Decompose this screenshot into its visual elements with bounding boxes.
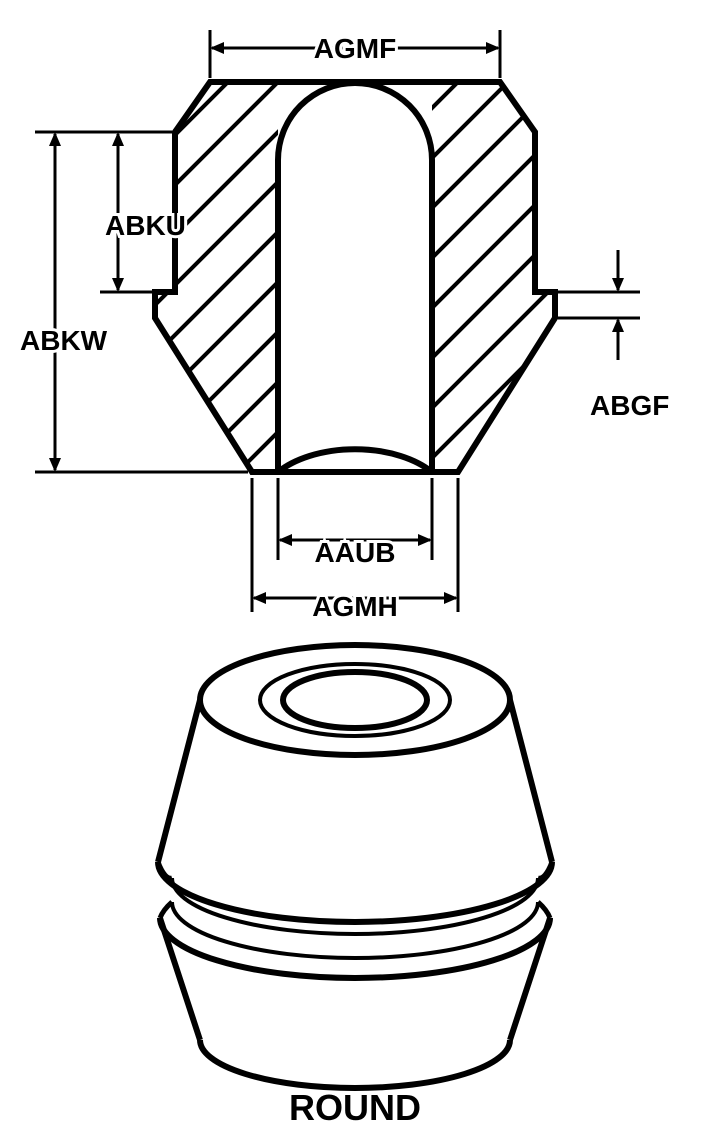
label-abku: ABKU <box>105 210 186 241</box>
isometric-view <box>158 645 552 1088</box>
diagram-svg: AGMF ABKW ABKU ABGF AAUB AGMH <box>0 0 710 1137</box>
iso-top-outer <box>200 645 510 755</box>
dim-aaub: AAUB <box>278 478 432 568</box>
label-aaub: AAUB <box>315 537 396 568</box>
dim-abkw: ABKW <box>20 132 248 472</box>
bore-bottom-arc <box>278 449 432 472</box>
diagram-title: ROUND <box>289 1087 421 1128</box>
outer-outline <box>155 82 555 472</box>
hatch-left <box>110 0 320 650</box>
dim-abgf: ABGF <box>558 250 669 421</box>
label-agmf: AGMF <box>314 33 396 64</box>
hatch-right <box>390 0 600 650</box>
label-agmh: AGMH <box>312 591 398 622</box>
iso-groove-sides <box>158 862 552 918</box>
iso-groove-bot <box>160 918 550 978</box>
iso-bottom-front <box>200 1040 510 1088</box>
label-abgf: ABGF <box>590 390 669 421</box>
dim-agmf: AGMF <box>210 30 500 78</box>
bore-outline <box>278 83 432 472</box>
label-abkw: ABKW <box>20 325 108 356</box>
